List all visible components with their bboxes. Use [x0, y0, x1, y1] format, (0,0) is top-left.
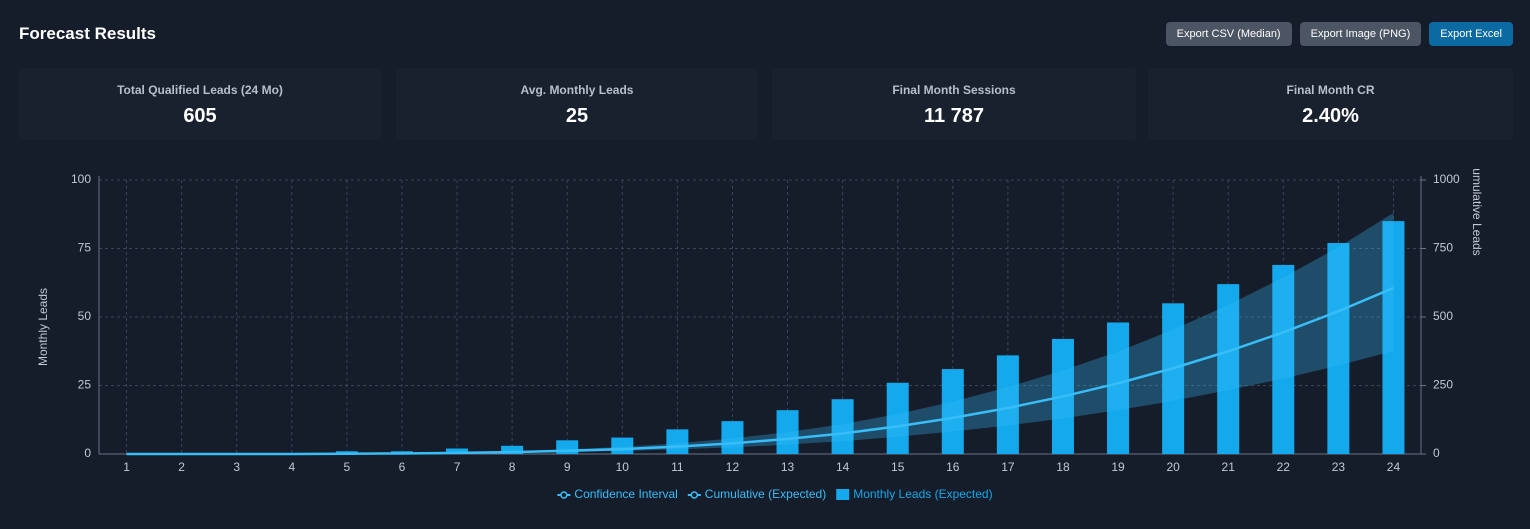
legend-swatch	[836, 489, 850, 500]
legend-swatch	[560, 491, 568, 499]
bar	[941, 369, 964, 454]
bar	[666, 429, 689, 454]
toolbar: Export CSV (Median) Export Image (PNG) E…	[1165, 22, 1513, 46]
kpi-label: Final Month Sessions	[892, 83, 1016, 97]
y2-tick-label: 250	[1433, 378, 1453, 392]
y-tick-label: 25	[78, 378, 92, 392]
kpi-value: 25	[565, 105, 589, 127]
bar	[831, 399, 854, 454]
y2-axis-title: umulative Leads	[1470, 168, 1484, 255]
bar	[1162, 303, 1185, 454]
kpi-card: Final Month CR 2.40%	[1148, 68, 1513, 140]
bar	[886, 382, 909, 454]
x-tick-label: 20	[1166, 460, 1180, 474]
bar	[501, 445, 524, 454]
x-tick-label: 8	[509, 460, 516, 474]
bar	[1382, 221, 1405, 454]
y-tick-label: 50	[78, 309, 92, 323]
y2-tick-label: 750	[1433, 241, 1453, 255]
kpi-label: Total Qualified Leads (24 Mo)	[117, 83, 283, 97]
kpi-card: Final Month Sessions 11 787	[772, 68, 1136, 140]
x-tick-label: 3	[233, 460, 240, 474]
x-tick-label: 4	[288, 460, 295, 474]
x-tick-label: 7	[454, 460, 461, 474]
bar	[996, 355, 1019, 454]
x-tick-label: 6	[399, 460, 406, 474]
x-tick-label: 9	[564, 460, 571, 474]
x-tick-label: 22	[1277, 460, 1291, 474]
y2-tick-label: 0	[1433, 446, 1440, 460]
y-axis-title: Monthly Leads	[36, 288, 50, 366]
x-tick-label: 11	[671, 460, 684, 474]
x-tick-label: 14	[836, 460, 850, 474]
bar	[1327, 243, 1350, 454]
bar	[1107, 322, 1130, 454]
legend: Confidence Interval Cumulative (Expected)…	[557, 487, 993, 501]
kpi-card: Avg. Monthly Leads 25	[396, 68, 758, 140]
bar	[1217, 284, 1240, 454]
bar	[721, 421, 744, 454]
x-tick-label: 2	[178, 460, 185, 474]
kpi-value: 2.40%	[1302, 105, 1359, 127]
x-tick-label: 17	[1001, 460, 1015, 474]
kpi-value: 11 787	[923, 105, 985, 127]
export-excel-button[interactable]: Export Excel	[1429, 22, 1513, 46]
x-tick-label: 19	[1111, 460, 1125, 474]
x-tick-label: 15	[891, 460, 905, 474]
x-tick-label: 13	[781, 460, 795, 474]
bar	[446, 448, 469, 454]
x-tick-label: 10	[616, 460, 630, 474]
export-csv-button[interactable]: Export CSV (Median)	[1165, 22, 1292, 46]
legend-label: Confidence Interval	[574, 487, 677, 501]
y2-tick-label: 1000	[1433, 172, 1460, 186]
y-tick-label: 0	[84, 446, 91, 460]
bar	[1272, 264, 1295, 454]
x-tick-label: 24	[1387, 460, 1401, 474]
page-title: Forecast Results	[19, 24, 156, 43]
kpi-value: 605	[183, 105, 217, 127]
x-tick-label: 18	[1056, 460, 1070, 474]
line	[126, 286, 1394, 456]
legend-label: Monthly Leads (Expected)	[853, 487, 992, 501]
legend-swatch	[690, 491, 699, 499]
y2-tick-label: 500	[1433, 309, 1453, 323]
legend-label: Cumulative (Expected)	[705, 487, 826, 501]
x-tick-label: 1	[123, 460, 130, 474]
y-tick-label: 100	[71, 172, 91, 186]
y-tick-label: 75	[78, 241, 92, 255]
kpi-label: Avg. Monthly Leads	[520, 83, 634, 97]
kpi-label: Final Month CR	[1286, 83, 1375, 97]
bar	[611, 437, 634, 454]
export-image-button[interactable]: Export Image (PNG)	[1299, 22, 1422, 46]
x-tick-label: 23	[1332, 460, 1346, 474]
x-tick-label: 5	[344, 460, 351, 474]
x-tick-label: 12	[726, 460, 740, 474]
bar	[776, 410, 799, 454]
x-tick-label: 21	[1222, 460, 1236, 474]
confidence-band	[126, 212, 1394, 454]
x-tick-label: 16	[946, 460, 960, 474]
kpi-card: Total Qualified Leads (24 Mo) 605	[18, 68, 382, 140]
